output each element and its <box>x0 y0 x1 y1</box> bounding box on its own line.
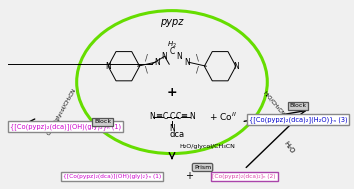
Text: dca: dca <box>169 130 184 139</box>
Text: pypz: pypz <box>160 17 184 27</box>
Text: {[Co(pypz)₂(dca)₂](H₂O)}ₙ (3): {[Co(pypz)₂(dca)₂](H₂O)}ₙ (3) <box>249 116 347 123</box>
Text: {[Co(pypz)₂(dca)](OH)(gly)₂}ₙ (1): {[Co(pypz)₂(dca)](OH)(gly)₂}ₙ (1) <box>63 174 161 179</box>
Text: C: C <box>176 112 181 121</box>
Text: N: N <box>154 58 160 67</box>
Text: N: N <box>149 112 154 121</box>
Text: N: N <box>169 124 175 133</box>
Text: + Co$^{II}$: + Co$^{II}$ <box>209 111 237 123</box>
Text: N: N <box>189 112 195 121</box>
Text: {[Co(pypz)₂(dca)](OH)(gly)₂}ₙ (1): {[Co(pypz)₂(dca)](OH)(gly)₂}ₙ (1) <box>10 123 121 130</box>
Text: \: \ <box>196 54 199 63</box>
Text: C: C <box>169 112 175 121</box>
Text: H₂O: H₂O <box>282 140 295 155</box>
Text: N: N <box>105 62 111 71</box>
Text: H₂O/glycol/CH₃CN: H₂O/glycol/CH₃CN <box>179 144 235 149</box>
Text: $H_2$: $H_2$ <box>167 40 177 50</box>
Text: N: N <box>177 52 182 61</box>
Text: CHCl₃/glycol/CH₃CN: CHCl₃/glycol/CH₃CN <box>46 88 78 136</box>
Text: C: C <box>163 112 168 121</box>
Text: C: C <box>169 47 175 56</box>
Text: H₂O/CH₃CN: H₂O/CH₃CN <box>262 90 285 116</box>
Text: N: N <box>233 62 239 71</box>
Text: N: N <box>162 52 167 61</box>
Text: +: + <box>185 171 193 181</box>
Text: /: / <box>196 66 199 75</box>
Text: Block: Block <box>94 119 111 124</box>
Text: $\equiv$: $\equiv$ <box>179 110 189 119</box>
Text: Block: Block <box>289 103 307 108</box>
Text: /: / <box>145 54 148 63</box>
Text: N: N <box>184 58 190 67</box>
Text: $\equiv$: $\equiv$ <box>154 110 164 119</box>
Text: +: + <box>167 85 177 98</box>
Text: \: \ <box>145 66 148 75</box>
Text: Prism: Prism <box>194 165 211 170</box>
Text: [Co(pypz)₂(dca)₂]ₙ (2): [Co(pypz)₂(dca)₂]ₙ (2) <box>212 174 276 179</box>
